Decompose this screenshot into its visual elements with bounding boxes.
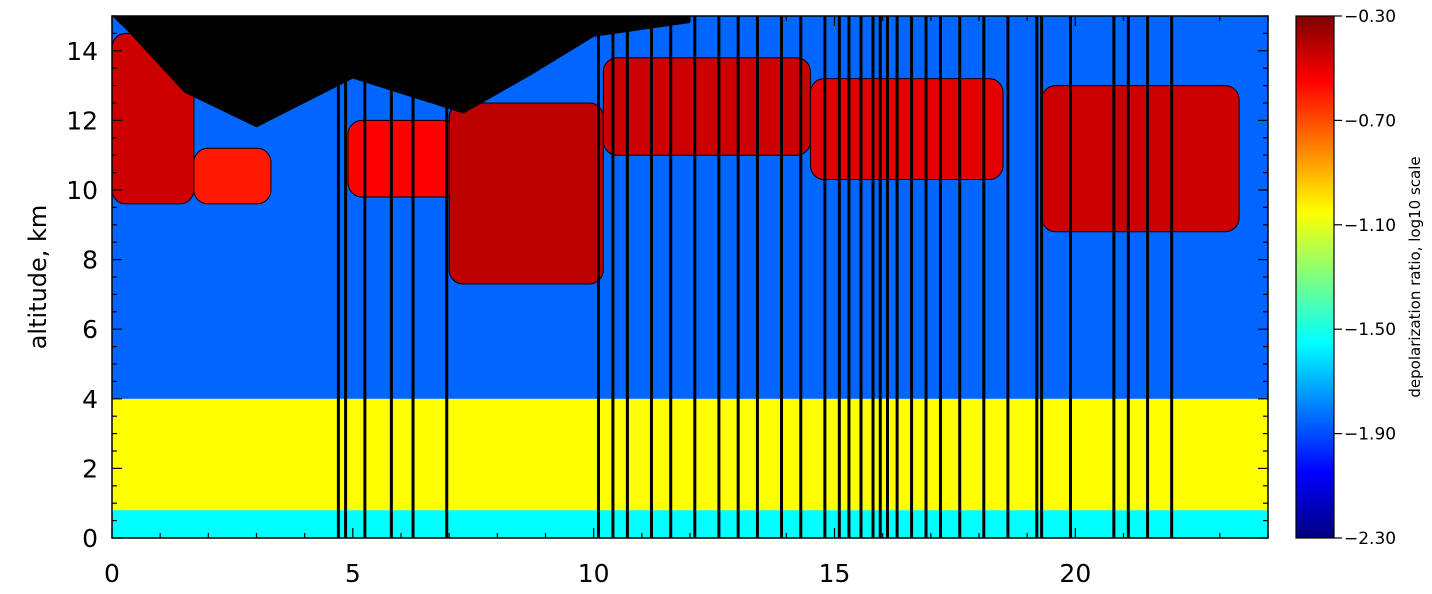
no-data-column xyxy=(736,16,740,538)
no-data-column xyxy=(445,16,449,538)
no-data-column xyxy=(1170,16,1174,538)
no-data-column xyxy=(1035,16,1039,538)
no-data-column xyxy=(847,16,851,538)
no-data-column xyxy=(649,16,653,538)
colorbar-tick-label: −1.10 xyxy=(1344,216,1396,236)
no-data-column xyxy=(885,16,889,538)
colorbar-tick-label: −0.70 xyxy=(1344,111,1396,131)
no-data-column xyxy=(837,16,841,538)
y-tick-label: 2 xyxy=(82,454,98,483)
x-tick-label: 20 xyxy=(1059,559,1091,588)
no-data-column xyxy=(924,16,928,538)
no-data-column xyxy=(1006,16,1010,538)
no-data-column xyxy=(717,16,721,538)
y-axis-title: altitude, km xyxy=(24,205,52,350)
no-data-column xyxy=(693,16,697,538)
no-data-column xyxy=(878,16,882,538)
colorbar-title: depolarization ratio, log10 scale xyxy=(1406,156,1424,397)
cloud-region xyxy=(193,147,272,205)
cloud-region xyxy=(602,57,811,156)
colorbar-tick-label: −2.30 xyxy=(1344,529,1396,549)
y-tick-label: 0 xyxy=(82,524,98,553)
no-data-column xyxy=(859,16,863,538)
x-tick-label: 5 xyxy=(345,559,361,588)
no-data-column xyxy=(1126,16,1130,538)
no-data-column xyxy=(669,16,673,538)
no-data-column xyxy=(389,16,393,538)
no-data-column xyxy=(596,16,600,538)
no-data-column xyxy=(938,16,942,538)
no-data-column xyxy=(958,16,962,538)
no-data-column xyxy=(344,16,348,538)
heatmap-area xyxy=(112,16,1268,538)
no-data-column xyxy=(611,16,615,538)
no-data-column xyxy=(982,16,986,538)
y-tick-label: 8 xyxy=(82,246,98,275)
x-tick-label: 10 xyxy=(578,559,610,588)
no-data-column xyxy=(755,16,759,538)
no-data-column xyxy=(1069,16,1073,538)
no-data-column xyxy=(1112,16,1116,538)
colorbar xyxy=(1295,15,1335,539)
y-tick-label: 10 xyxy=(66,176,98,205)
no-data-column xyxy=(336,16,340,538)
no-data-column xyxy=(625,16,629,538)
cloud-region xyxy=(809,78,1004,181)
y-tick-label: 12 xyxy=(66,106,98,135)
colorbar-tick-label: −0.30 xyxy=(1344,7,1396,27)
y-tick-label: 6 xyxy=(82,315,98,344)
x-tick-label: 15 xyxy=(819,559,851,588)
no-data-region xyxy=(112,16,690,128)
no-data-column xyxy=(363,16,367,538)
no-data-column xyxy=(780,16,784,538)
no-data-column xyxy=(871,16,875,538)
no-data-column xyxy=(799,16,803,538)
colorbar-tick-label: −1.50 xyxy=(1344,320,1396,340)
no-data-column xyxy=(910,16,914,538)
colorbar-tick-label: −1.90 xyxy=(1344,425,1396,445)
no-data-column xyxy=(1040,16,1044,538)
y-tick-label: 14 xyxy=(66,37,98,66)
no-data-column xyxy=(823,16,827,538)
cloud-region xyxy=(448,102,604,285)
no-data-column xyxy=(1146,16,1150,538)
x-tick-label: 0 xyxy=(104,559,120,588)
no-data-column xyxy=(411,16,415,538)
y-tick-label: 4 xyxy=(82,385,98,414)
field-layer xyxy=(112,398,1268,511)
no-data-column xyxy=(895,16,899,538)
